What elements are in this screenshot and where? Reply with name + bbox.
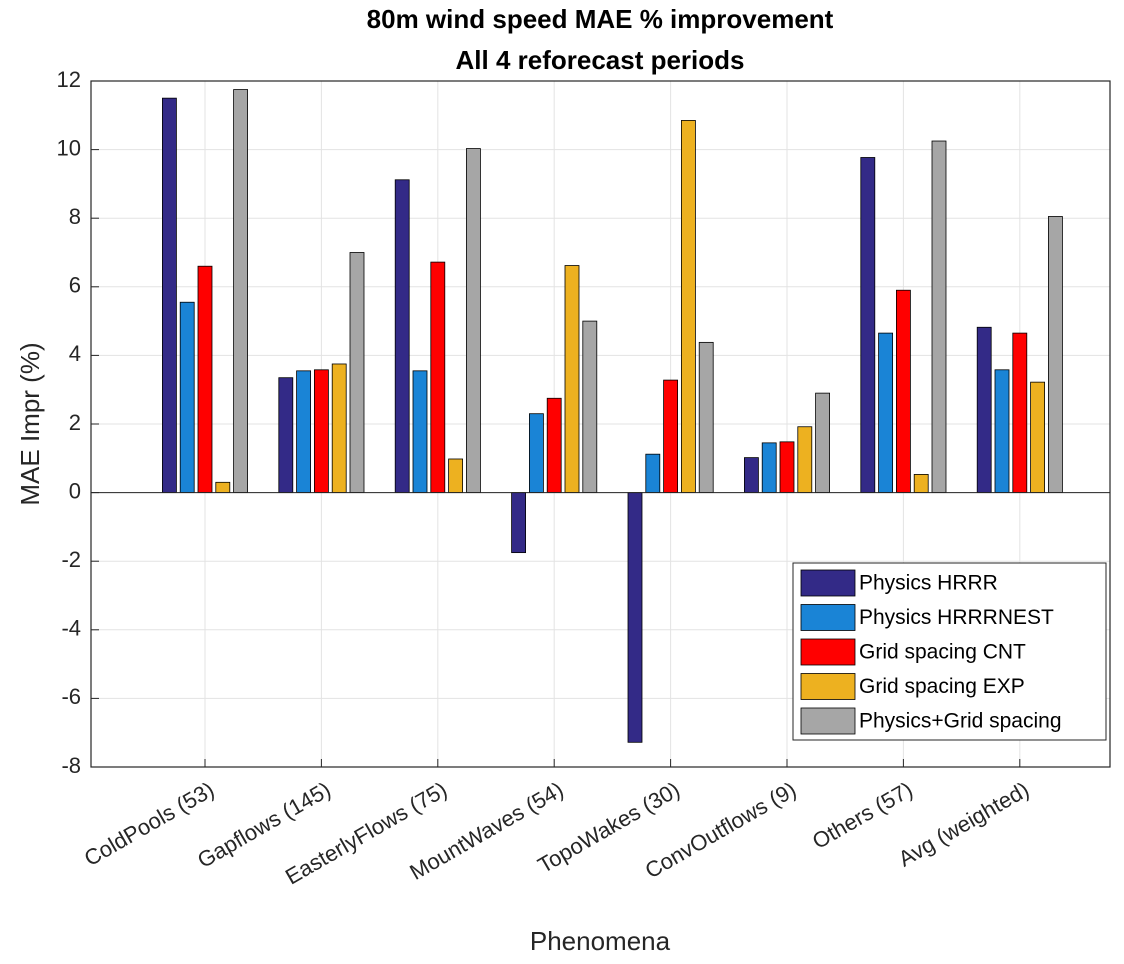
legend-swatch [800, 604, 856, 631]
bar [179, 301, 195, 493]
legend-label: Physics HRRR [859, 572, 998, 595]
bar [465, 148, 481, 493]
bar [744, 457, 759, 494]
bar [349, 252, 365, 494]
legend-swatch [800, 673, 856, 700]
bar [627, 492, 643, 743]
y-tick-label: -4 [61, 616, 81, 641]
legend: Physics HRRR Physics HRRRNEST Grid spacing… [792, 562, 1107, 741]
bar [161, 97, 177, 494]
bar [582, 320, 598, 494]
bar [564, 265, 580, 493]
bar [779, 441, 795, 493]
y-tick-label: -8 [61, 753, 81, 778]
legend-label: Physics HRRRNEST [859, 606, 1054, 629]
bar [448, 458, 464, 493]
bar [1012, 332, 1028, 494]
bar [994, 369, 1010, 493]
chart-subtitle: All 4 reforecast periods [456, 45, 745, 75]
bar [681, 120, 696, 493]
y-axis-label: MAE Impr (%) [15, 342, 45, 505]
bar [394, 179, 410, 494]
y-tick-label: -6 [61, 684, 81, 709]
legend-swatch [800, 569, 856, 597]
bar [296, 370, 312, 493]
bar [546, 397, 562, 493]
bar [797, 426, 813, 493]
x-axis-label: Phenomena [530, 926, 671, 956]
legend-swatch [800, 638, 856, 666]
bar [913, 474, 929, 493]
legend-label: Grid spacing EXP [859, 675, 1025, 698]
y-tick-label: 6 [69, 273, 81, 298]
bar [1030, 381, 1045, 493]
y-tick-label: 12 [57, 67, 81, 92]
bar [430, 261, 446, 494]
bar [878, 332, 893, 494]
bar [233, 89, 249, 493]
bar [331, 363, 347, 494]
bar [761, 442, 777, 493]
bar [1048, 216, 1063, 493]
chart-title: 80m wind speed MAE % improvement [367, 4, 834, 34]
y-tick-label: 0 [69, 478, 81, 503]
legend-swatch [800, 707, 856, 735]
bar [197, 265, 213, 494]
y-tick-label: 2 [69, 410, 81, 435]
bar [698, 341, 714, 493]
bar [215, 481, 231, 493]
bar [931, 140, 947, 494]
bar [278, 377, 294, 494]
x-tick-label: Avg (weighted) [894, 777, 1033, 872]
bar [815, 392, 830, 494]
y-tick-label: -2 [61, 547, 81, 572]
bar [412, 370, 428, 493]
bar [663, 379, 678, 494]
legend-label: Physics+Grid spacing [859, 710, 1062, 733]
bar [313, 369, 329, 493]
bar [860, 157, 876, 493]
bar [511, 492, 527, 554]
x-tick-label: Others (57) [808, 777, 917, 854]
plot-frame [90, 80, 1111, 768]
bar [976, 326, 992, 493]
y-tick-label: 8 [69, 204, 81, 229]
bar [529, 413, 544, 493]
y-tick-label: 4 [69, 341, 81, 366]
y-tick-label: 10 [57, 135, 81, 160]
bar [645, 453, 661, 493]
bar [896, 289, 911, 494]
legend-label: Grid spacing CNT [859, 641, 1026, 664]
